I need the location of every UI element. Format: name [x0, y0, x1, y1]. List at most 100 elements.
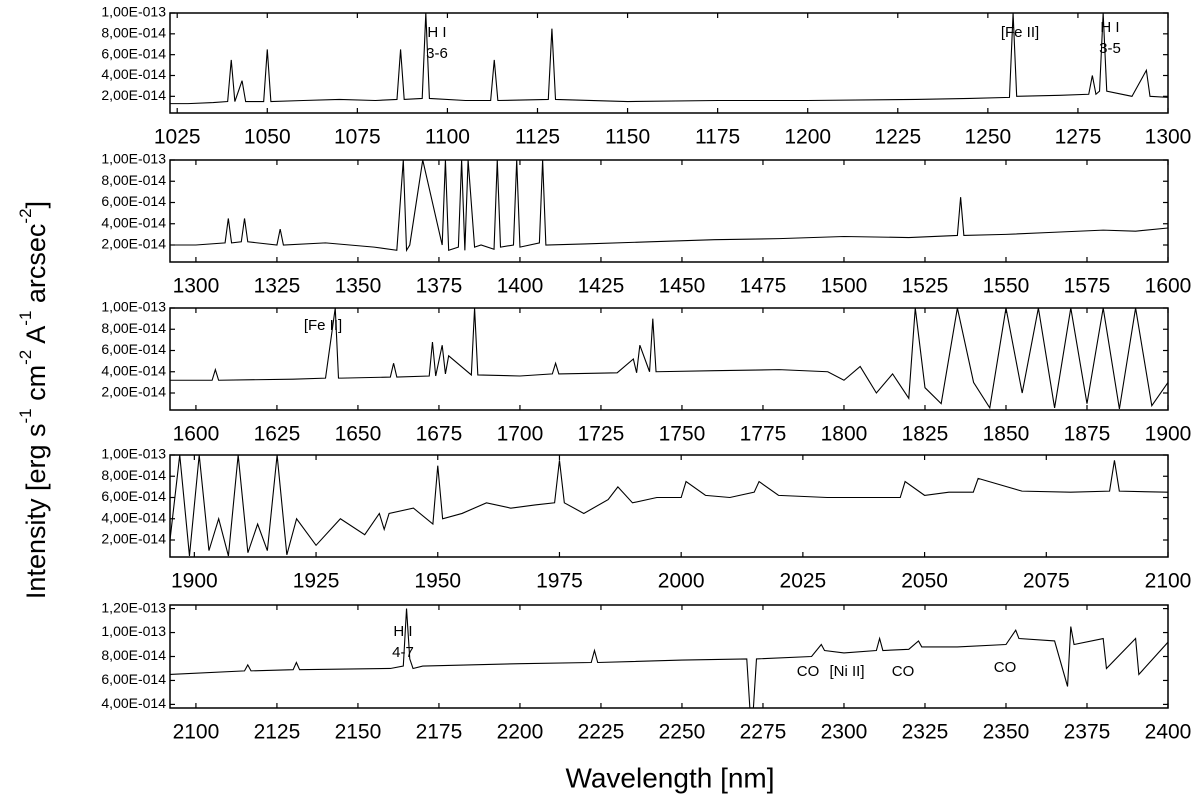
- x-tick-label: 2075: [1023, 570, 1070, 593]
- y-tick-label: 2,00E-014: [101, 531, 166, 547]
- y-axis-title: Intensity [erg s-1 cm-2 A-1 arcsec-2]: [16, 201, 51, 599]
- y-tick-label: 6,00E-014: [101, 671, 166, 687]
- annotation: [Ni II]: [829, 663, 864, 680]
- annotation: H I: [1100, 19, 1119, 36]
- x-tick-label: 2275: [740, 721, 787, 744]
- y-tick-label: 2,00E-014: [101, 87, 166, 103]
- x-tick-label: 1100: [425, 126, 470, 149]
- superscript: -1: [16, 311, 35, 326]
- x-tick-label: 1050: [244, 126, 291, 149]
- x-tick-label: 1325: [254, 275, 301, 298]
- x-tick-label: 1250: [964, 126, 1011, 149]
- annotation: [Fe II]: [1001, 24, 1039, 41]
- y-tick-label: 4,00E-014: [101, 362, 166, 378]
- x-tick-label: 1575: [1064, 275, 1111, 298]
- x-tick-label: 2100: [1145, 570, 1192, 593]
- x-tick-label: 2325: [902, 721, 949, 744]
- y-tick-label: 6,00E-014: [101, 341, 166, 357]
- x-tick-label: 2375: [1064, 721, 1111, 744]
- y-tick-label: 8,00E-014: [101, 467, 166, 483]
- x-tick-label: 1800: [821, 423, 868, 446]
- y-tick-label: 1,00E-013: [101, 299, 166, 315]
- x-tick-label: 2025: [780, 570, 827, 593]
- x-tick-label: 1275: [1055, 126, 1102, 149]
- x-tick-label: 1200: [784, 126, 831, 149]
- label-part: arcsec: [21, 224, 51, 311]
- x-tick-label: 1450: [659, 275, 706, 298]
- annotation: H I: [427, 24, 446, 41]
- x-tick-label: 2175: [416, 721, 463, 744]
- x-tick-label: 1300: [1145, 126, 1192, 149]
- x-tick-label: 1700: [497, 423, 544, 446]
- x-tick-label: 1525: [902, 275, 949, 298]
- spectrum-line: [170, 308, 1168, 410]
- x-tick-label: 1925: [293, 570, 340, 593]
- x-tick-label: 2350: [983, 721, 1030, 744]
- x-tick-label: 1500: [821, 275, 868, 298]
- annotation: CO: [892, 663, 915, 680]
- spectrum-line: [170, 455, 1168, 557]
- spectrum-line: [170, 608, 1168, 708]
- x-tick-label: 1600: [1145, 275, 1192, 298]
- superscript: -2: [16, 350, 35, 365]
- x-tick-label: 2050: [901, 570, 948, 593]
- y-tick-label: 1,00E-013: [101, 4, 166, 20]
- y-tick-label: 2,00E-014: [101, 384, 166, 400]
- y-tick-label: 6,00E-014: [101, 488, 166, 504]
- x-tick-label: 1650: [335, 423, 382, 446]
- x-tick-label: 2100: [173, 721, 220, 744]
- x-tick-label: 1900: [1145, 423, 1192, 446]
- annotation: 3-6: [426, 45, 448, 62]
- x-tick-label: 1975: [536, 570, 583, 593]
- superscript: -1: [16, 408, 35, 423]
- x-tick-label: 2125: [254, 721, 301, 744]
- label-part: A: [21, 326, 51, 350]
- annotation: CO: [797, 663, 820, 680]
- y-tick-label: 4,00E-014: [101, 214, 166, 230]
- x-tick-label: 1025: [154, 126, 201, 149]
- y-tick-label: 4,00E-014: [101, 695, 166, 711]
- x-tick-label: 1150: [605, 126, 650, 149]
- y-tick-label: 6,00E-014: [101, 193, 166, 209]
- x-tick-label: 2000: [658, 570, 705, 593]
- annotation: [Fe II]: [304, 317, 342, 334]
- x-tick-label: 1350: [335, 275, 382, 298]
- annotation: 3-5: [1099, 40, 1121, 57]
- x-tick-label: 1625: [254, 423, 301, 446]
- x-tick-label: 1750: [659, 423, 706, 446]
- x-axis-title: Wavelength [nm]: [565, 762, 774, 793]
- spectrum-line: [170, 160, 1168, 253]
- x-tick-label: 1825: [902, 423, 949, 446]
- y-tick-label: 1,00E-013: [101, 446, 166, 462]
- x-tick-label: 1425: [578, 275, 625, 298]
- x-tick-label: 2400: [1145, 721, 1192, 744]
- x-tick-label: 2150: [335, 721, 382, 744]
- x-tick-label: 1125: [515, 126, 560, 149]
- annotation: CO: [994, 659, 1017, 676]
- spectrum-line: [170, 13, 1168, 105]
- x-tick-label: 2200: [497, 721, 544, 744]
- y-tick-label: 8,00E-014: [101, 320, 166, 336]
- x-tick-label: 1600: [173, 423, 220, 446]
- y-tick-label: 8,00E-014: [101, 172, 166, 188]
- x-tick-label: 1225: [874, 126, 921, 149]
- x-tick-label: 1775: [740, 423, 787, 446]
- y-tick-label: 6,00E-014: [101, 45, 166, 61]
- x-tick-label: 1850: [983, 423, 1030, 446]
- plot-frame: [169, 454, 1169, 558]
- plot-frame: [169, 307, 1169, 411]
- label-part: Intensity [erg s: [21, 423, 51, 599]
- label-part: cm: [21, 365, 51, 409]
- x-tick-label: 1950: [414, 570, 461, 593]
- x-tick-label: 1900: [171, 570, 218, 593]
- y-tick-label: 8,00E-014: [101, 25, 166, 41]
- annotation: 4-7: [392, 644, 414, 661]
- y-tick-label: 1,20E-013: [101, 599, 166, 615]
- y-tick-label: 1,00E-013: [101, 623, 166, 639]
- plot-frame: [169, 159, 1169, 263]
- x-tick-label: 1300: [173, 275, 220, 298]
- x-tick-label: 2300: [821, 721, 868, 744]
- label-part: ]: [21, 201, 51, 209]
- x-tick-label: 1875: [1064, 423, 1111, 446]
